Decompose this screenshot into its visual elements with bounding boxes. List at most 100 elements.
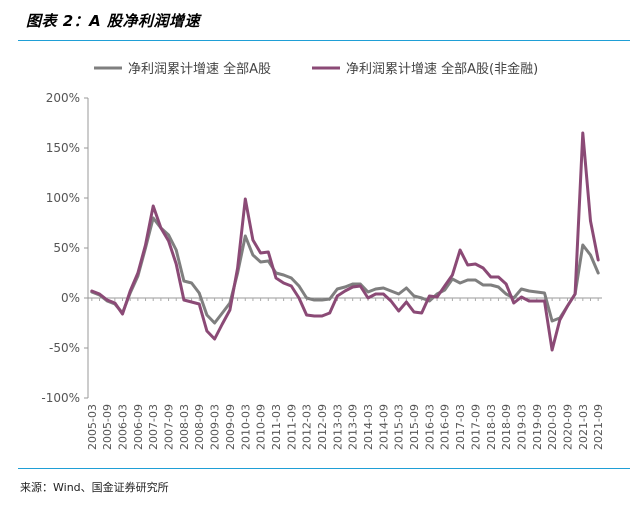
series-2-point (267, 250, 270, 254)
legend-label-1: 净利润累计增速 全部A股 (128, 61, 271, 77)
series-1-point (481, 283, 485, 287)
x-tick-label: 2007-09 (163, 404, 176, 450)
x-tick-label: 2007-03 (147, 404, 160, 450)
x-tick-label: 2018-09 (500, 404, 513, 450)
series-2-point (228, 308, 232, 312)
series-1-point (205, 313, 209, 317)
series-1-point (374, 287, 377, 291)
series-2-point (512, 301, 515, 305)
series-1-point (420, 296, 423, 300)
series-2-point (412, 310, 416, 314)
series-2-point (535, 299, 538, 303)
x-tick-label: 2013-03 (331, 404, 344, 450)
series-2-point (527, 299, 531, 303)
series-2-point (320, 314, 324, 318)
x-tick-label: 2016-03 (423, 404, 436, 450)
series-2-point (497, 275, 500, 279)
x-tick-label: 2008-09 (193, 404, 206, 450)
series-2-point (474, 262, 477, 266)
series-1-point (221, 311, 224, 315)
title-bar: 图表 2：A 股净利润增速 (0, 0, 643, 40)
x-tick-label: 2006-09 (132, 404, 145, 450)
series-2-point (389, 299, 393, 303)
series-1-point (550, 319, 554, 323)
series-2-point (290, 284, 293, 288)
series-1-point (328, 297, 331, 301)
x-tick-label: 2017-09 (469, 404, 482, 450)
series-2-point (589, 219, 592, 223)
x-tick-label: 2016-09 (439, 404, 452, 450)
series-1-point (251, 253, 255, 257)
series-1-point (412, 294, 416, 298)
series-line-1 (90, 216, 600, 325)
series-2-point (566, 304, 569, 308)
series-1-point (175, 248, 178, 252)
series-2-point (175, 262, 178, 266)
series-1-point (305, 296, 308, 300)
series-1-point (152, 216, 155, 220)
series-1-point (182, 279, 186, 283)
series-2-point (198, 302, 201, 306)
series-2-point (167, 239, 170, 243)
series-1-point (504, 292, 508, 296)
x-tick-label: 2010-09 (255, 404, 268, 450)
series-1-point (259, 260, 262, 264)
title-divider (18, 40, 630, 41)
x-tick-label: 2009-03 (209, 404, 222, 450)
series-2-point (121, 312, 124, 316)
series-1-point (543, 291, 546, 295)
x-tick-label: 2015-09 (408, 404, 421, 450)
series-2-point (136, 271, 140, 275)
series-2-point (305, 313, 308, 317)
series-1-point (466, 278, 469, 282)
series-1-point (297, 284, 301, 288)
series-1-point (489, 283, 492, 287)
series-2-point (374, 292, 377, 296)
y-tick-label: 150% (46, 141, 80, 155)
series-2-point (251, 238, 255, 242)
x-tick-label: 2011-09 (285, 404, 298, 450)
series-1-point (167, 233, 170, 237)
series-2-point (259, 251, 262, 255)
series-1-point (527, 289, 531, 293)
x-tick-label: 2019-03 (515, 404, 528, 450)
series-2-point (144, 243, 147, 247)
series-2-point (328, 311, 331, 315)
series-2-point (213, 337, 216, 341)
series-2-point (428, 294, 431, 298)
x-tick-label: 2018-03 (485, 404, 498, 450)
series-1-point (282, 273, 285, 277)
series-1-point (343, 285, 347, 289)
x-tick-label: 2021-03 (577, 404, 590, 450)
series-2-point (282, 281, 285, 285)
x-tick-label: 2020-09 (561, 404, 574, 450)
series-1-point (351, 282, 354, 286)
series-2-point (405, 300, 408, 304)
x-tick-label: 2019-09 (531, 404, 544, 450)
series-2-point (336, 294, 339, 298)
series-2-point (451, 273, 454, 277)
series-2-point (573, 292, 577, 296)
series-2-point (481, 266, 485, 270)
figure-title: 图表 2：A 股净利润增速 (26, 12, 200, 30)
series-1-point (535, 290, 538, 294)
series-1-point (190, 281, 193, 285)
series-2-point (90, 289, 94, 293)
series-2-point (297, 296, 301, 300)
series-1-point (267, 259, 270, 263)
series-2-point (105, 298, 109, 302)
series-1-point (382, 286, 385, 290)
series-2-point (435, 295, 439, 299)
series-2-point (182, 298, 186, 302)
y-tick-label: 200% (46, 91, 80, 105)
series-1-point (458, 281, 462, 285)
series-2-point (366, 296, 370, 300)
series-1-point (244, 234, 247, 238)
x-tick-label: 2005-09 (101, 404, 114, 450)
series-2-point (504, 282, 508, 286)
x-tick-label: 2020-03 (546, 404, 559, 450)
series-2-point (343, 289, 347, 293)
x-tick-label: 2010-03 (239, 404, 252, 450)
series-2-point (458, 248, 462, 252)
source-note: 来源：Wind、国金证券研究所 (20, 481, 169, 494)
